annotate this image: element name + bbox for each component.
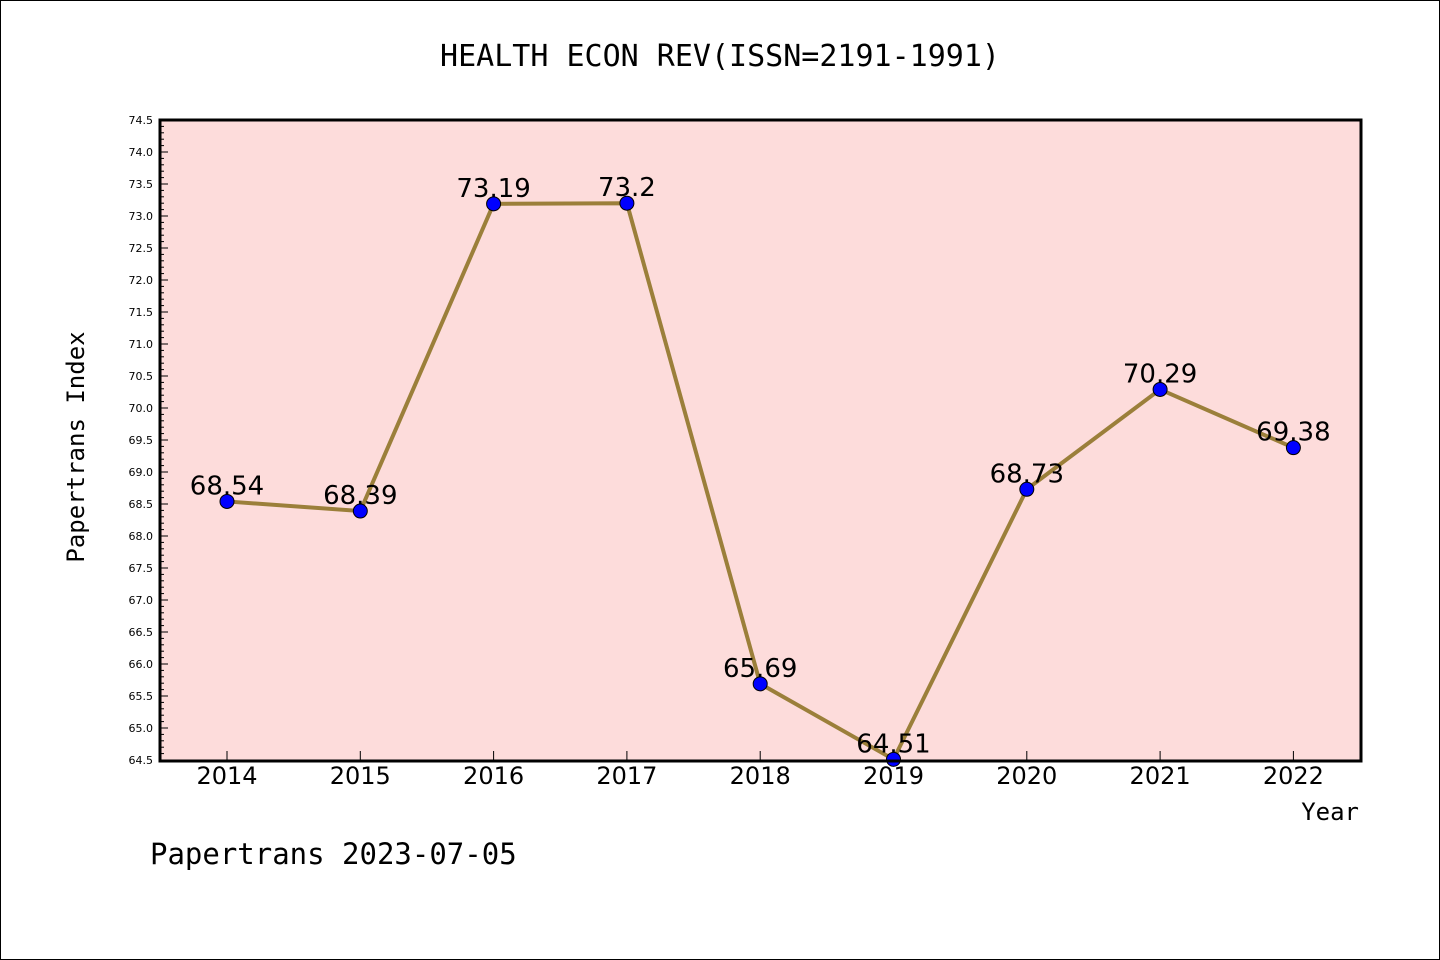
- y-tick-label: 70.5: [129, 370, 154, 383]
- x-axis: 2014 2015 2016 2017 2018 2019 2020 2021 2022: [196, 751, 1324, 790]
- y-tick-label: 65.0: [129, 722, 154, 735]
- plot-border: [158, 118, 1363, 763]
- y-tick-label: 66.5: [129, 626, 154, 639]
- x-axis-label: Year: [1301, 798, 1359, 826]
- y-tick-label: 65.5: [129, 690, 154, 703]
- data-label: 65.69: [723, 654, 797, 684]
- data-point: [1019, 481, 1035, 497]
- x-tick-label: 2017: [596, 762, 657, 790]
- y-tick-label: 71.5: [129, 306, 154, 319]
- data-point: [886, 751, 901, 767]
- data-label: 69.38: [1256, 418, 1330, 448]
- y-tick-label: 73.0: [129, 210, 154, 223]
- y-tick-label: 67.5: [129, 562, 154, 575]
- data-label: 68.54: [190, 471, 264, 501]
- y-tick-label: 66.0: [129, 658, 154, 671]
- data-point: [486, 196, 502, 212]
- x-tick-label: 2015: [330, 762, 391, 790]
- data-label: 73.19: [456, 174, 530, 204]
- data-point: [1152, 381, 1168, 397]
- x-tick-label: 2016: [463, 762, 524, 790]
- plot-area: [160, 120, 1361, 761]
- x-tick-label: 2014: [196, 762, 257, 790]
- y-tick-label: 67.0: [129, 594, 154, 607]
- data-point: [352, 503, 368, 519]
- data-label: 73.2: [598, 173, 656, 203]
- chart-title: HEALTH ECON REV(ISSN=2191-1991): [440, 39, 1000, 74]
- x-tick-label: 2022: [1263, 762, 1324, 790]
- data-label: 64.51: [856, 729, 930, 759]
- data-point: [619, 195, 635, 211]
- data-points: [219, 195, 1301, 767]
- y-tick-label: 69.0: [129, 466, 154, 479]
- y-tick-label: 74.0: [129, 146, 154, 159]
- y-tick-label: 64.5: [129, 754, 154, 767]
- y-tick-label: 69.5: [129, 434, 154, 447]
- y-tick-label: 72.0: [129, 274, 154, 287]
- x-tick-label: 2021: [1130, 762, 1191, 790]
- footer-note: Papertrans 2023-07-05: [150, 837, 517, 871]
- y-tick-label: 68.0: [129, 530, 154, 543]
- data-label: 68.73: [990, 459, 1064, 489]
- data-point: [1285, 440, 1301, 456]
- y-tick-label: 74.5: [129, 114, 154, 127]
- y-tick-label: 71.0: [129, 338, 154, 351]
- data-label: 68.39: [323, 481, 397, 511]
- data-label: 70.29: [1123, 359, 1197, 389]
- y-axis-label: Papertrans Index: [62, 331, 90, 562]
- x-tick-label: 2018: [730, 762, 791, 790]
- data-point: [752, 676, 768, 692]
- y-tick-label: 73.5: [129, 178, 154, 191]
- y-tick-label: 72.5: [129, 242, 154, 255]
- y-tick-label: 70.0: [129, 402, 154, 415]
- data-labels: 68.54 68.39 73.19 73.2 65.69 64.51 68.73 70.29 6…: [190, 173, 1331, 759]
- x-tick-label: 2020: [996, 762, 1057, 790]
- y-tick-label: 68.5: [129, 498, 154, 511]
- data-point: [219, 493, 235, 509]
